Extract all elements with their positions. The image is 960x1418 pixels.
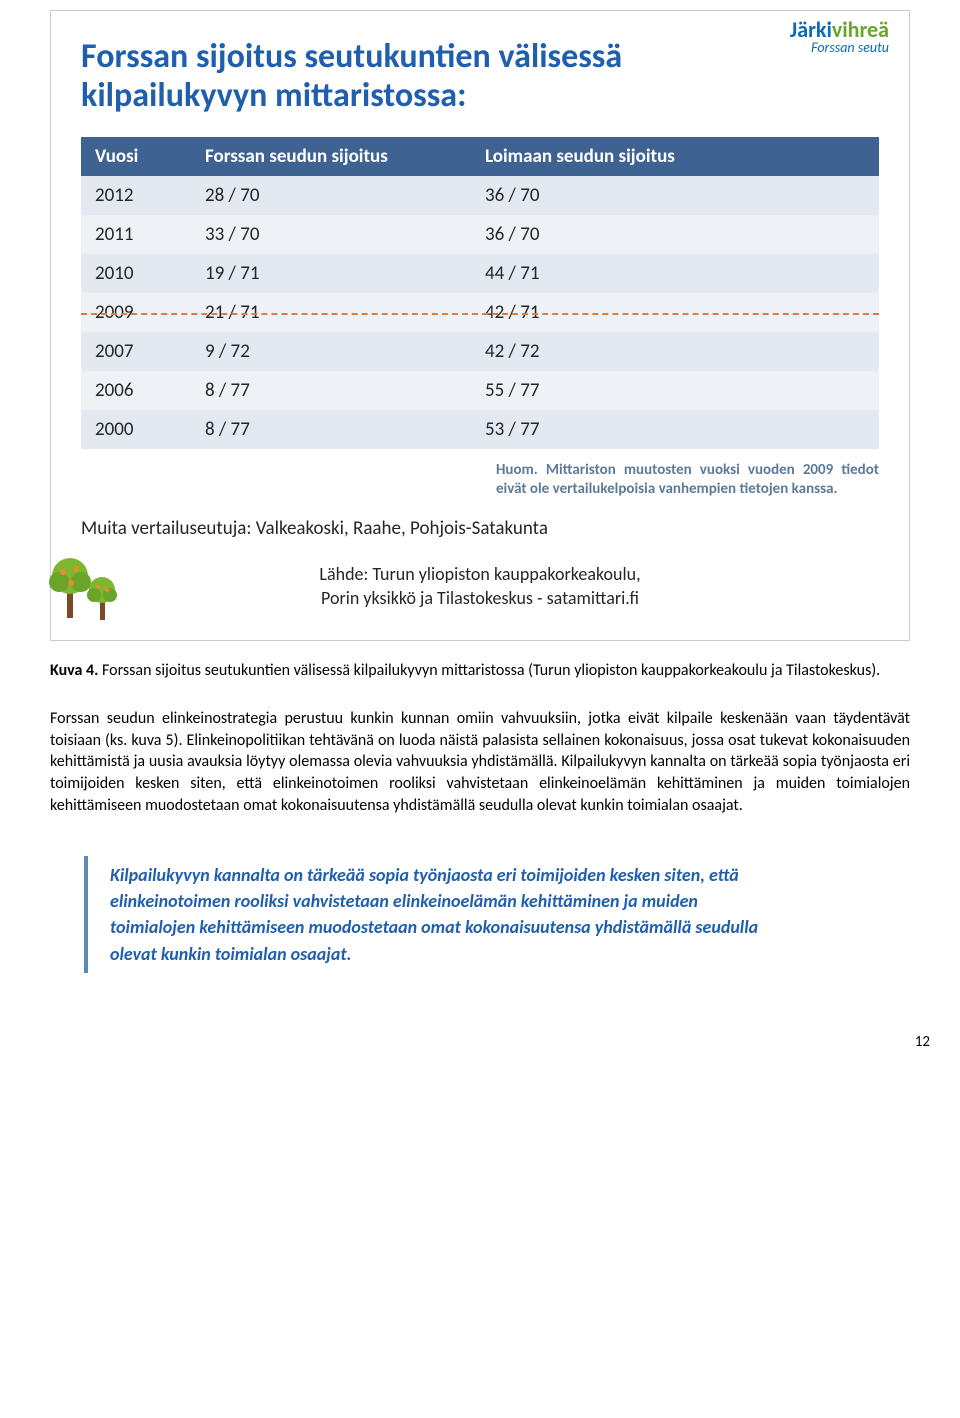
table-row: 201133 / 7036 / 70 xyxy=(81,215,879,254)
table-cell: 8 / 77 xyxy=(191,410,471,449)
source-text: Lähde: Turun yliopiston kauppakorkeakoul… xyxy=(81,562,879,611)
slide-panel: Järkivihreä Forssan seutu Forssan sijoit… xyxy=(50,10,910,641)
trees-icon xyxy=(45,546,135,626)
table-cell: 36 / 70 xyxy=(471,176,879,215)
table-row: 20079 / 7242 / 72 xyxy=(81,332,879,371)
table-cell: 2006 xyxy=(81,371,191,410)
comparison-regions: Muita vertailuseutuja: Valkeakoski, Raah… xyxy=(81,517,879,540)
table-row: 200921 / 7142 / 71 xyxy=(81,293,879,332)
table-cell: 53 / 77 xyxy=(471,410,879,449)
brand-logo: Järkivihreä Forssan seutu xyxy=(790,19,889,55)
source-line2: Porin yksikkö ja Tilastokeskus - satamit… xyxy=(321,587,639,609)
table-cell: 44 / 71 xyxy=(471,254,879,293)
source-line1: Lähde: Turun yliopiston kauppakorkeakoul… xyxy=(319,563,640,585)
table-row: 20008 / 7753 / 77 xyxy=(81,410,879,449)
table-cell: 2007 xyxy=(81,332,191,371)
table-cell: 42 / 71 xyxy=(471,293,879,332)
figure-caption: Kuva 4. Forssan sijoitus seutukuntien vä… xyxy=(50,661,910,680)
body-paragraph-block: Forssan seudun elinkeinostrategia perust… xyxy=(50,708,910,816)
caption-text: Forssan sijoitus seutukuntien välisessä … xyxy=(98,661,880,680)
table-cell: 55 / 77 xyxy=(471,371,879,410)
callout-wrap: Kilpailukyvyn kannalta on tärkeää sopia … xyxy=(50,856,910,972)
table-cell: 21 / 71 xyxy=(191,293,471,332)
table-cell: 2010 xyxy=(81,254,191,293)
col-header-forssa: Forssan seudun sijoitus xyxy=(191,137,471,176)
table-cell: 2012 xyxy=(81,176,191,215)
note-text: Huom. Mittariston muutosten vuoksi vuode… xyxy=(496,461,879,499)
ranking-table: Vuosi Forssan seudun sijoitus Loimaan se… xyxy=(81,137,879,449)
table-cell: 8 / 77 xyxy=(191,371,471,410)
table-cell: 19 / 71 xyxy=(191,254,471,293)
page-number: 12 xyxy=(30,1033,930,1051)
table-cell: 2009 xyxy=(81,293,191,332)
slide-title: Forssan sijoitus seutukuntien välisessä … xyxy=(81,37,731,115)
table-wrap: Vuosi Forssan seudun sijoitus Loimaan se… xyxy=(81,137,879,449)
table-row: 20068 / 7755 / 77 xyxy=(81,371,879,410)
brand-logo-sub: Forssan seutu xyxy=(790,41,889,55)
col-header-loimaa: Loimaan seudun sijoitus xyxy=(471,137,879,176)
brand-logo-top: Järkivihreä xyxy=(790,19,889,41)
caption-lead: Kuva 4. xyxy=(50,661,98,680)
table-row: 201228 / 7036 / 70 xyxy=(81,176,879,215)
table-cell: 2000 xyxy=(81,410,191,449)
table-cell: 2011 xyxy=(81,215,191,254)
table-cell: 9 / 72 xyxy=(191,332,471,371)
table-row: 201019 / 7144 / 71 xyxy=(81,254,879,293)
col-header-year: Vuosi xyxy=(81,137,191,176)
table-header-row: Vuosi Forssan seudun sijoitus Loimaan se… xyxy=(81,137,879,176)
table-cell: 36 / 70 xyxy=(471,215,879,254)
table-cell: 42 / 72 xyxy=(471,332,879,371)
body-paragraph: Forssan seudun elinkeinostrategia perust… xyxy=(50,708,910,816)
callout-quote: Kilpailukyvyn kannalta on tärkeää sopia … xyxy=(84,856,784,972)
table-cell: 28 / 70 xyxy=(191,176,471,215)
table-cell: 33 / 70 xyxy=(191,215,471,254)
